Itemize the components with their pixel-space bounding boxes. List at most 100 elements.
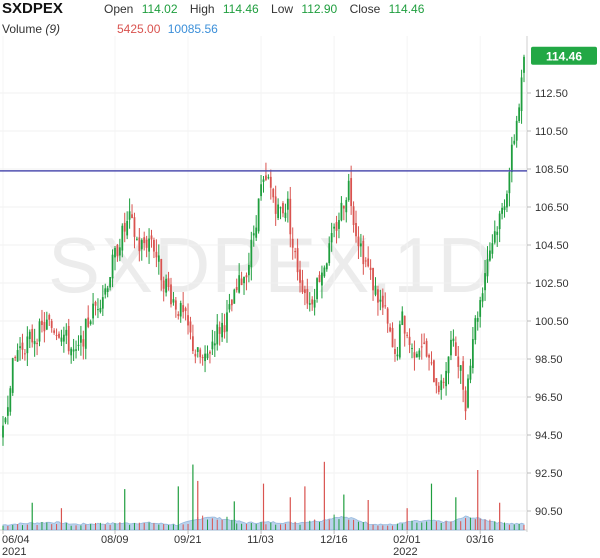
candle-body	[515, 120, 518, 141]
x-tick-label: 02/01	[393, 534, 421, 546]
y-tick-label: 92.50	[535, 468, 563, 480]
candle-body	[131, 214, 133, 218]
candle-body	[150, 235, 153, 240]
candle-body	[114, 247, 116, 258]
y-tick-label: 106.50	[535, 202, 569, 214]
candle-body	[267, 177, 270, 179]
candle-body	[508, 172, 511, 194]
candle-body	[162, 280, 165, 289]
candle-body	[9, 388, 12, 412]
candle-body	[206, 353, 209, 359]
candle-body	[345, 200, 348, 213]
candle-body	[481, 293, 484, 302]
candle-body	[284, 212, 287, 218]
candle-body	[182, 305, 185, 313]
candle-body	[84, 319, 87, 349]
volume-legend: Volume (9)	[2, 22, 60, 36]
candle-body	[116, 244, 119, 257]
candle-body	[143, 237, 146, 243]
last-price-tag-label: 114.46	[546, 49, 582, 63]
candle-body	[489, 250, 491, 261]
candle-body	[209, 351, 211, 354]
candle-body	[165, 278, 168, 293]
candle-body	[289, 198, 292, 235]
candle-body	[28, 331, 31, 340]
candle-body	[247, 264, 250, 276]
low-value: 112.90	[301, 2, 338, 16]
candle-body	[223, 325, 226, 333]
candle-body	[179, 303, 182, 317]
last-price-tag: 114.46	[531, 46, 597, 65]
candle-body	[65, 329, 68, 336]
candle-body	[252, 233, 255, 236]
x-tick-year-label: 2022	[393, 546, 417, 558]
volume-values: 5425.00 10085.56	[117, 22, 218, 36]
candle-body	[196, 347, 199, 353]
y-tick-label: 102.50	[535, 278, 569, 290]
candle-body	[31, 328, 34, 343]
candle-body	[338, 220, 340, 229]
candle-body	[4, 418, 7, 423]
candle-body	[243, 276, 245, 284]
candle-body	[357, 236, 360, 247]
candle-body	[367, 258, 370, 267]
candle-body	[274, 196, 277, 214]
candle-body	[493, 231, 496, 243]
candle-body	[118, 247, 121, 256]
candle-body	[260, 184, 262, 197]
candle-body	[496, 231, 499, 235]
y-tick-label: 96.50	[535, 392, 563, 404]
candle-body	[413, 352, 416, 358]
candle-body	[340, 202, 343, 221]
candle-body	[194, 353, 197, 357]
candle-body	[250, 239, 253, 268]
y-tick-label: 112.50	[535, 88, 568, 100]
candle-body	[218, 327, 221, 334]
candle-body	[452, 338, 455, 342]
y-tick-label: 100.50	[535, 316, 569, 328]
candle-body	[2, 425, 4, 438]
candles	[2, 54, 525, 446]
candle-body	[369, 267, 372, 271]
candle-body	[418, 350, 421, 358]
candle-body	[58, 333, 60, 338]
x-tick-label: 03/16	[466, 534, 494, 546]
ohlc-readout: Open 114.02 High 114.46 Low 112.90 Close…	[104, 2, 424, 16]
candle-body	[389, 327, 391, 332]
candle-body	[362, 240, 365, 265]
candle-body	[330, 233, 333, 243]
candle-body	[262, 179, 265, 182]
candle-body	[138, 237, 141, 252]
candle-body	[213, 343, 216, 346]
candle-body	[396, 354, 399, 357]
candle-body	[318, 274, 321, 283]
candle-body	[199, 349, 202, 358]
candle-body	[172, 299, 175, 303]
candle-body	[104, 288, 107, 295]
candle-body	[325, 263, 328, 270]
close-value: 114.46	[388, 2, 425, 16]
candle-body	[26, 336, 29, 354]
y-tick-label: 90.50	[535, 506, 563, 518]
candle-body	[435, 378, 438, 386]
x-tick-year-label: 2021	[2, 546, 26, 558]
y-tick-label: 110.50	[535, 126, 568, 138]
candle-body	[204, 353, 206, 362]
candle-body	[77, 344, 80, 346]
candle-body	[425, 340, 428, 357]
candle-body	[447, 356, 450, 374]
candle-body	[518, 107, 521, 121]
candle-body	[238, 275, 241, 293]
candle-body	[498, 213, 501, 230]
candle-body	[311, 299, 314, 305]
candle-body	[21, 342, 24, 350]
candle-body	[155, 251, 158, 258]
candle-body	[333, 226, 336, 229]
candle-body	[269, 176, 272, 188]
candle-body	[350, 178, 353, 207]
candle-body	[277, 204, 280, 218]
candle-body	[72, 349, 75, 352]
candle-body	[43, 322, 46, 332]
candle-body	[296, 248, 299, 273]
